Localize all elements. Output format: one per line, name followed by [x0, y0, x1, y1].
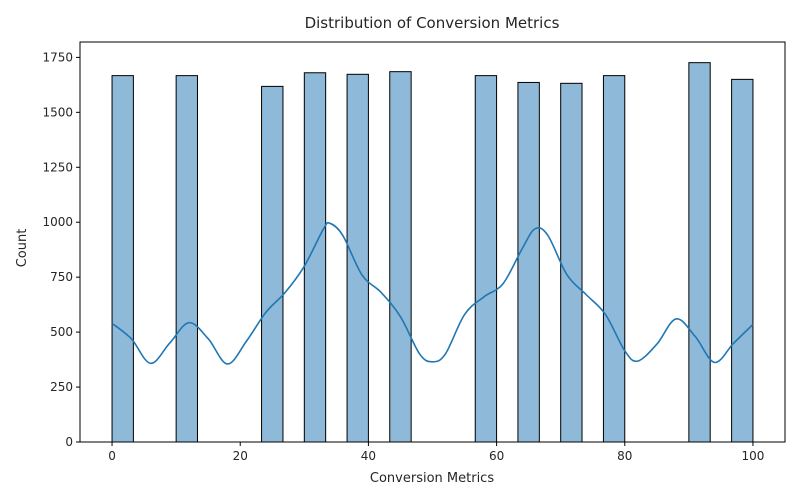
plot-frame — [79, 41, 786, 443]
histogram-bar — [517, 81, 540, 443]
y-tick-label: 1000 — [42, 215, 73, 229]
kde-curve-layer — [111, 221, 754, 365]
x-axis-label: Conversion Metrics — [370, 471, 494, 486]
histogram-bar — [303, 72, 327, 443]
chart-title: Distribution of Conversion Metrics — [305, 14, 560, 32]
x-tick-label: 20 — [233, 449, 248, 463]
histogram-bar — [389, 71, 412, 443]
y-tick-label: 1500 — [42, 105, 73, 119]
histogram-bar — [261, 85, 284, 443]
histogram-bar — [175, 75, 198, 443]
kde-curve — [111, 221, 754, 365]
y-tick-label: 750 — [50, 270, 73, 284]
histogram-bar — [474, 75, 498, 443]
histogram-bar — [602, 75, 626, 443]
x-tick-label: 80 — [617, 449, 632, 463]
x-tick-label: 100 — [742, 449, 765, 463]
y-axis-label: Count — [15, 229, 30, 268]
y-tick-label: 250 — [50, 380, 73, 394]
y-tick-label: 1250 — [42, 160, 73, 174]
histogram-bar — [688, 62, 711, 443]
x-tick-label: 0 — [108, 449, 116, 463]
axes — [79, 41, 786, 443]
histogram-bars — [111, 62, 754, 443]
histogram-bar — [346, 73, 369, 443]
histogram-bar — [111, 75, 134, 443]
x-tick-label: 40 — [361, 449, 376, 463]
y-tick-label: 0 — [65, 435, 73, 449]
histogram-bar — [731, 78, 754, 443]
x-tick-label: 60 — [489, 449, 504, 463]
y-tick-label: 1750 — [42, 50, 73, 64]
histogram-bar — [560, 82, 583, 443]
y-tick-label: 500 — [50, 325, 73, 339]
